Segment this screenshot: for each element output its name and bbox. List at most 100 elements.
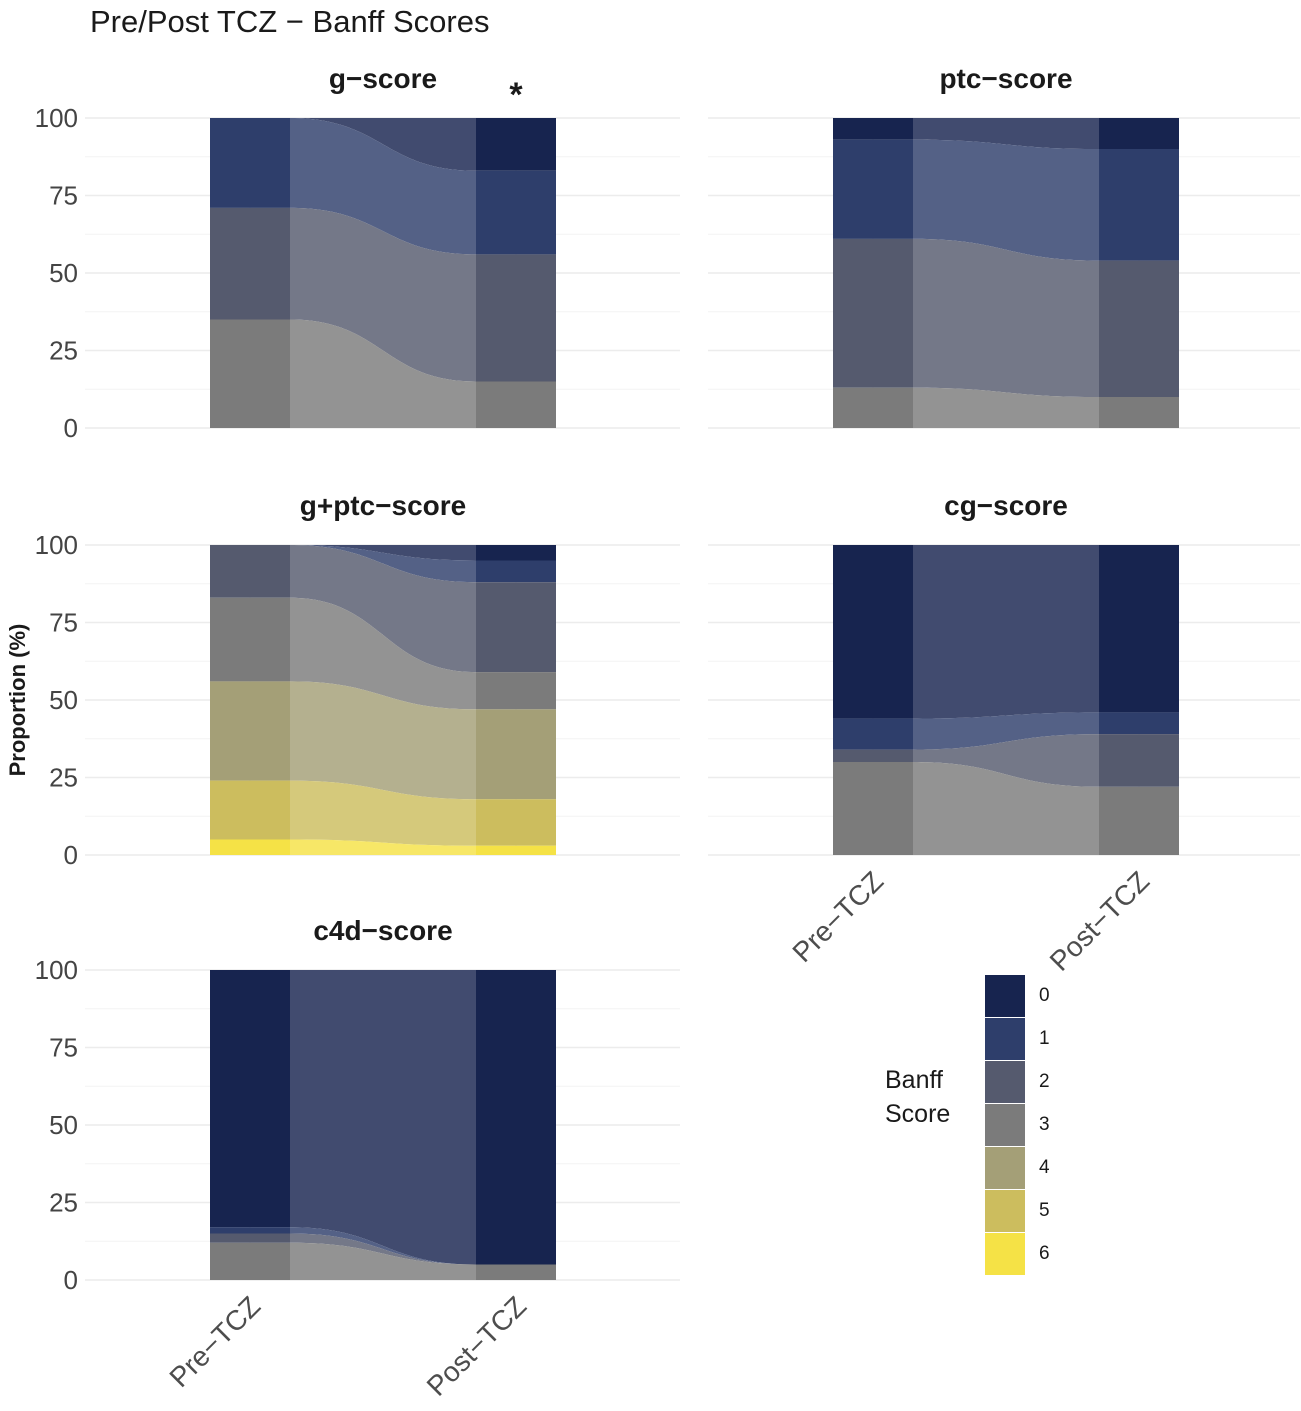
legend-swatch-3 [985,1104,1025,1146]
bar-segment-score-3 [1099,786,1179,855]
y-tick-label: 75 [49,181,78,211]
bar-segment-score-0 [476,545,556,561]
panel-4: c4d−score 0 25 50 75 100 Pre−TCZ Post−TCZ [35,915,680,1402]
bar-segment-score-3 [833,762,913,855]
flow-score-3 [290,319,476,428]
legend-swatch-1 [985,1018,1025,1060]
significance-marker: * [509,76,523,114]
flow-score-2 [913,734,1099,787]
bar-segment-score-3 [210,319,290,428]
x-tick-label: Pre−TCZ [163,1290,266,1393]
panel-1: ptc−score [708,63,1300,429]
legend-title-line1: Banff [885,1066,943,1094]
legend-label-5: 5 [1039,1200,1050,1221]
y-tick-label: 25 [49,763,78,793]
figure-title: Pre/Post TCZ − Banff Scores [90,4,490,39]
facet-title: g−score [329,63,437,94]
bar-segment-score-3 [476,1264,556,1280]
facet-title: cg−score [944,490,1068,521]
bar-segment-score-4 [210,681,290,781]
facet-title: g+ptc−score [300,490,467,521]
panel-2: g+ptc−score 0 25 50 75 100 [35,490,680,870]
legend-title: Banff Score [885,1063,975,1131]
bar-segment-score-4 [476,709,556,800]
bar-segment-score-2 [210,207,290,320]
bar-segment-score-0 [476,970,556,1265]
y-tick-label: 0 [64,1265,78,1295]
flow-score-3 [913,762,1099,855]
bar-segment-score-6 [210,839,290,855]
bar-segment-score-1 [1099,712,1179,735]
legend-swatch-0 [985,975,1025,1017]
bar-segment-score-1 [833,718,913,750]
flow-score-2 [290,545,476,673]
legend-swatch-6 [985,1233,1025,1275]
legend-title-line2: Score [885,1100,951,1128]
legend-label-3: 3 [1039,1114,1050,1135]
bar-segment-score-3 [833,387,913,428]
bar-segment-score-1 [210,1227,290,1234]
flow-score-0 [913,118,1099,149]
bar-segment-score-3 [210,1242,290,1280]
y-tick-label: 25 [49,1188,78,1218]
legend-swatch-5 [985,1190,1025,1232]
bar-segment-score-3 [476,381,556,428]
y-tick-label: 25 [49,336,78,366]
y-tick-label: 100 [35,103,78,133]
flow-score-2 [290,207,476,382]
flow-score-1 [913,139,1099,261]
bar-segment-score-0 [1099,118,1179,149]
bar-segment-score-1 [833,139,913,239]
flow-score-2 [913,238,1099,397]
flow-score-1 [913,712,1099,750]
facet-title: c4d−score [313,915,452,946]
bar-segment-score-1 [476,170,556,255]
bar-segment-score-5 [210,780,290,840]
panel-3: cg−score Pre−TCZ Post−TCZ [708,490,1300,977]
y-tick-label: 50 [49,258,78,288]
flow-score-3 [913,387,1099,428]
y-tick-label: 100 [35,955,78,985]
bar-segment-score-6 [476,845,556,855]
bar-segment-score-0 [833,118,913,140]
legend-label-4: 4 [1039,1157,1050,1178]
bar-segment-score-2 [210,545,290,598]
y-tick-label: 0 [64,840,78,870]
bar-segment-score-2 [210,1233,290,1243]
x-tick-label: Pre−TCZ [786,865,889,968]
flow-score-1 [290,545,476,583]
bar-segment-score-2 [833,238,913,388]
legend-swatch-4 [985,1147,1025,1189]
y-tick-label: 50 [49,685,78,715]
flow-score-1 [290,118,476,255]
bar-segment-score-5 [476,799,556,846]
bar-segment-score-1 [476,560,556,583]
facet-title: ptc−score [939,63,1072,94]
y-tick-label: 50 [49,1110,78,1140]
x-tick-label: Post−TCZ [421,1290,533,1402]
legend-label-0: 0 [1039,985,1050,1006]
flow-score-1 [290,1227,476,1265]
flow-score-5 [290,780,476,846]
bar-segment-score-2 [476,254,556,382]
legend-swatch-2 [985,1061,1025,1103]
bar-segment-score-3 [1099,397,1179,428]
bar-segment-score-3 [476,672,556,710]
bar-segment-score-2 [1099,734,1179,787]
bar-segment-score-1 [210,118,290,208]
flow-score-0 [290,970,476,1265]
bar-segment-score-0 [476,118,556,171]
bar-segment-score-0 [833,545,913,719]
legend-label-6: 6 [1039,1243,1050,1264]
legend-label-1: 1 [1039,1028,1050,1049]
bar-segment-score-2 [1099,260,1179,397]
bar-segment-score-1 [1099,149,1179,261]
flow-score-2 [290,1233,476,1265]
flow-score-3 [290,597,476,710]
flow-score-4 [290,681,476,800]
bar-segment-score-0 [210,970,290,1228]
y-tick-label: 75 [49,608,78,638]
flow-score-6 [290,839,476,855]
bar-segment-score-3 [210,597,290,682]
